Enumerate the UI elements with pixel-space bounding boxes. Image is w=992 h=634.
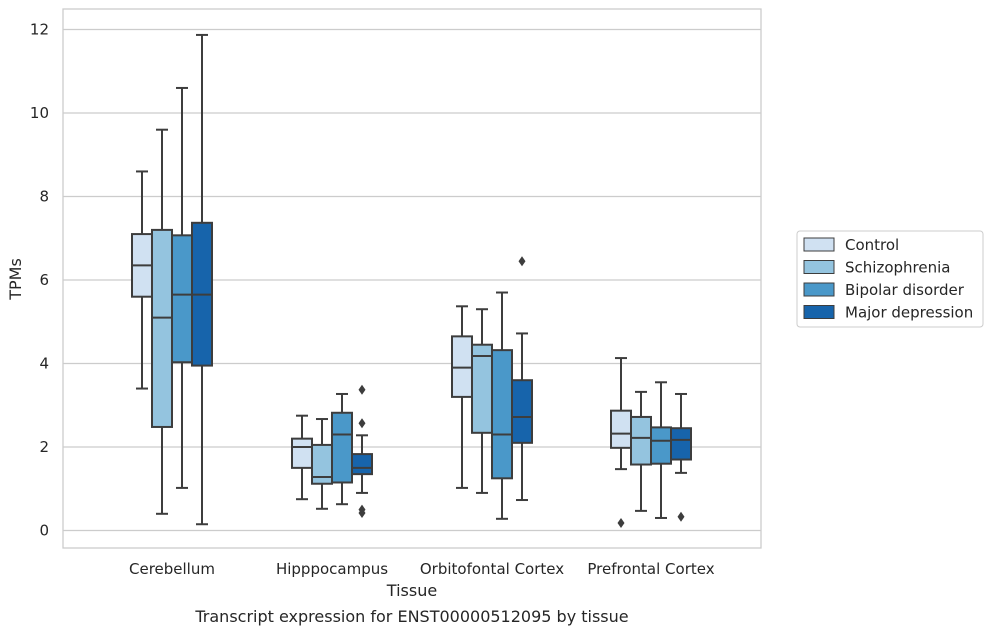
plot-frame [62,8,762,549]
box-iqr [331,411,353,484]
box-iqr [171,234,193,364]
box-iqr [610,409,632,449]
legend: Control Schizophrenia Bipolar disorder Majo… [796,230,984,328]
box-iqr [291,437,313,469]
box-0-2 [171,86,193,489]
y-tick-label: 12 [30,21,49,39]
box-0-0 [131,170,153,390]
boxes-layer [131,33,692,528]
x-tick-label: Prefrontal Cortex [587,560,714,578]
legend-swatch [803,237,835,252]
x-axis-label: Tissue [386,581,437,600]
outlier-point [358,418,366,429]
box-iqr [650,426,672,465]
legend-items: Control Schizophrenia Bipolar disorder Majo… [803,236,973,322]
box-0-1 [151,128,173,515]
y-tick-label: 8 [39,188,49,206]
legend-frame [796,230,984,328]
y-tick-label: 4 [39,355,49,373]
y-tick-labels: 0 2 4 6 8 10 12 [30,21,49,540]
legend-label: Control [845,236,899,254]
box-2-1 [471,308,493,494]
box-iqr [151,228,173,428]
box-iqr [670,427,692,461]
box-2-2 [491,291,513,520]
box-1-2 [331,392,353,506]
box-3-2 [650,381,672,519]
box-2-3 [511,256,533,502]
x-tick-label: Cerebellum [129,560,215,578]
y-tick-label: 0 [39,522,49,540]
legend-swatch [803,305,835,319]
outlier-point [677,511,685,522]
x-tick-label: Hipppocampus [276,560,388,578]
box-iqr [511,379,533,444]
box-3-0 [610,357,632,528]
figure-caption: Transcript expression for ENST0000051209… [194,607,628,626]
box-iqr [451,335,473,398]
legend-swatch [803,260,835,274]
legend-label: Bipolar disorder [845,281,965,299]
box-1-3 [351,384,373,518]
outlier-point [358,507,366,518]
box-iqr [491,349,513,480]
box-1-1 [311,418,333,510]
box-0-3 [191,33,213,526]
box-1-0 [291,414,313,501]
box-iqr [630,415,652,466]
y-tick-label: 2 [39,438,49,456]
outlier-point [358,384,366,395]
x-tick-labels: Cerebellum Hipppocampus Orbitofontal Corte… [129,560,715,578]
box-3-1 [630,390,652,512]
x-tick-label: Orbitofontal Cortex [420,560,564,578]
box-2-0 [451,305,473,489]
outlier-point [617,517,625,528]
y-tick-label: 10 [30,104,49,122]
legend-label: Major depression [845,304,973,322]
box-iqr [351,453,373,476]
legend-swatch [803,282,835,297]
legend-label: Schizophrenia [845,259,950,277]
box-iqr [471,343,493,434]
box-3-3 [670,392,692,522]
y-tick-label: 6 [39,271,49,289]
y-axis-label: TPMs [6,258,25,301]
outlier-point [518,256,526,267]
